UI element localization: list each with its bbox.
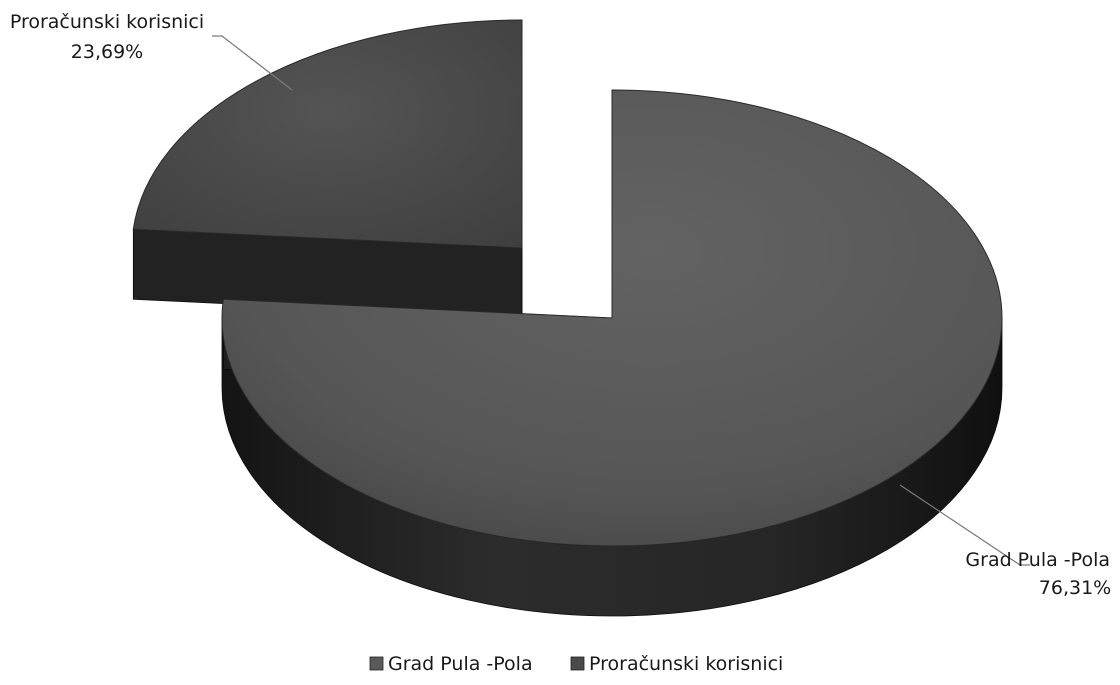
leader-line-0 [899,484,1030,566]
legend-swatch-1 [570,656,585,671]
data-label-0: Grad Pula -Pola 76,31% [899,484,1111,599]
data-label-name-1: Proračunski korisnici [10,11,204,33]
slices-layer [132,19,1003,617]
legend-label-0: Grad Pula -Pola [388,653,533,675]
legend-swatch-0 [369,656,384,671]
pie-slice-top-1 [132,19,523,249]
data-label-value-0: 76,31% [1039,577,1111,599]
data-label-1: Proračunski korisnici 23,69% [10,11,293,91]
leader-line-1 [212,35,293,91]
pie-slice-0 [221,89,1003,617]
legend-item-1: Proračunski korisnici [570,653,783,675]
labels-layer: Grad Pula -Pola 76,31% Proračunski korisni… [10,11,1111,599]
data-label-name-0: Grad Pula -Pola [965,549,1110,571]
pie-slice-top-0 [221,89,1003,547]
legend-item-0: Grad Pula -Pola [369,653,533,675]
legend: Grad Pula -Pola Proračunski korisnici [369,653,783,675]
data-label-value-1: 23,69% [71,41,143,63]
pie-slice-1 [132,19,523,319]
legend-label-1: Proračunski korisnici [589,653,783,675]
